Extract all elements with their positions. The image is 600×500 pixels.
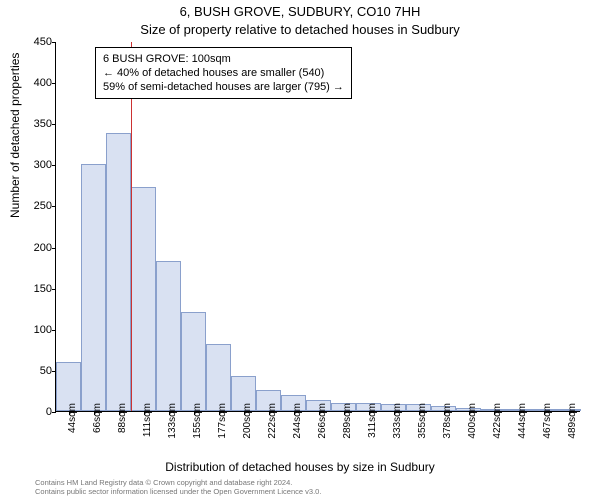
x-tick-label: 311sqm (367, 403, 378, 445)
x-tick-label: 289sqm (342, 403, 353, 445)
y-tick-mark (52, 206, 56, 207)
y-tick-label: 450 (14, 36, 52, 48)
histogram-bar (81, 164, 106, 411)
footer-line1: Contains HM Land Registry data © Crown c… (35, 478, 321, 487)
y-tick-label: 350 (14, 118, 52, 130)
x-tick-label: 378sqm (442, 403, 453, 445)
x-tick-label: 333sqm (392, 403, 403, 445)
footer-line2: Contains public sector information licen… (35, 487, 321, 496)
x-tick-label: 467sqm (542, 403, 553, 445)
x-tick-label: 111sqm (142, 403, 153, 445)
footer-attribution: Contains HM Land Registry data © Crown c… (35, 478, 321, 496)
y-tick-mark (52, 330, 56, 331)
address-title: 6, BUSH GROVE, SUDBURY, CO10 7HH (0, 4, 600, 19)
x-axis-label: Distribution of detached houses by size … (0, 460, 600, 474)
histogram-bar (181, 312, 206, 411)
chart-subtitle: Size of property relative to detached ho… (0, 22, 600, 37)
y-tick-label: 250 (14, 200, 52, 212)
annotation-box: 6 BUSH GROVE: 100sqm ← 40% of detached h… (95, 47, 352, 99)
x-tick-label: 244sqm (292, 403, 303, 445)
y-tick-label: 0 (14, 406, 52, 418)
y-tick-mark (52, 83, 56, 84)
x-tick-label: 489sqm (567, 403, 578, 445)
y-tick-label: 400 (14, 77, 52, 89)
x-tick-label: 355sqm (417, 403, 428, 445)
x-tick-label: 133sqm (167, 403, 178, 445)
x-tick-label: 222sqm (267, 403, 278, 445)
annotation-line1: 6 BUSH GROVE: 100sqm (103, 52, 344, 66)
x-tick-label: 266sqm (317, 403, 328, 445)
x-tick-label: 422sqm (492, 403, 503, 445)
y-tick-mark (52, 165, 56, 166)
y-tick-mark (52, 124, 56, 125)
x-tick-label: 200sqm (242, 403, 253, 445)
histogram-chart: 05010015020025030035040045044sqm66sqm88s… (55, 42, 580, 412)
x-tick-label: 88sqm (117, 403, 128, 445)
y-tick-mark (52, 42, 56, 43)
y-tick-label: 150 (14, 283, 52, 295)
histogram-bar (156, 261, 181, 411)
histogram-bar (131, 187, 156, 411)
annotation-line3: 59% of semi-detached houses are larger (… (103, 80, 344, 94)
histogram-bar (106, 133, 131, 411)
x-tick-label: 444sqm (517, 403, 528, 445)
y-tick-label: 200 (14, 242, 52, 254)
y-tick-label: 100 (14, 324, 52, 336)
x-tick-label: 400sqm (467, 403, 478, 445)
y-tick-mark (52, 412, 56, 413)
x-tick-label: 44sqm (67, 403, 78, 445)
y-tick-mark (52, 289, 56, 290)
x-tick-label: 177sqm (217, 403, 228, 445)
x-tick-label: 66sqm (92, 403, 103, 445)
y-tick-label: 300 (14, 159, 52, 171)
annotation-line2: ← 40% of detached houses are smaller (54… (103, 66, 344, 80)
histogram-bar (206, 344, 231, 411)
x-tick-label: 155sqm (192, 403, 203, 445)
y-tick-label: 50 (14, 365, 52, 377)
y-tick-mark (52, 248, 56, 249)
